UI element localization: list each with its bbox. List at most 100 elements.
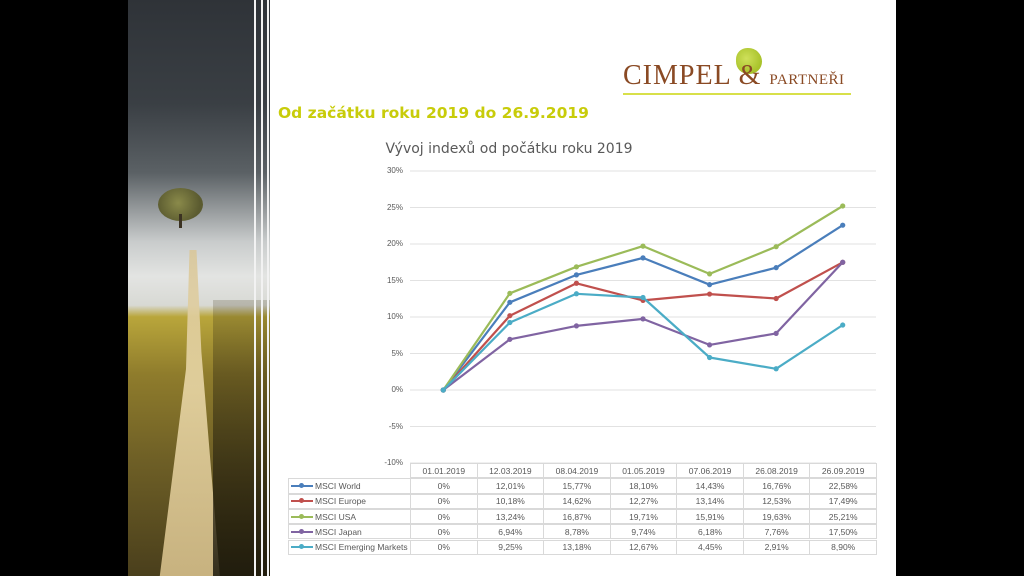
- data-label: 6,18%: [676, 524, 744, 540]
- legend-entry: MSCI Europe: [288, 493, 411, 509]
- landscape-photo: [128, 0, 270, 576]
- x-tick-label: 07.06.2019: [676, 463, 744, 479]
- data-label: 13,14%: [676, 493, 744, 509]
- x-tick-label: 01.01.2019: [410, 463, 478, 479]
- decorative-line: [261, 0, 263, 576]
- decorative-line: [267, 0, 269, 576]
- data-point: [507, 290, 513, 296]
- data-point: [773, 265, 779, 271]
- legend-marker-icon: [291, 482, 313, 490]
- data-label: 0%: [410, 493, 478, 509]
- chart-title: Vývoj indexů od počátku roku 2019: [385, 141, 633, 157]
- legend-marker-icon: [291, 513, 313, 521]
- series-line-msci-japan: [442, 261, 844, 391]
- y-tick-label: 15%: [386, 275, 403, 285]
- data-point: [706, 291, 713, 297]
- data-label: 4,45%: [676, 539, 744, 555]
- decorative-line: [254, 0, 256, 576]
- legend-label: MSCI Japan: [315, 526, 362, 537]
- data-label: 0%: [410, 539, 478, 555]
- y-tick-label: 20%: [386, 239, 403, 248]
- data-point: [840, 259, 846, 265]
- data-label: 9,74%: [609, 524, 678, 540]
- data-label: 19,71%: [609, 508, 678, 525]
- series-line-msci-emerging-markets: [442, 292, 844, 391]
- data-label: 16,76%: [742, 478, 811, 494]
- data-point: [706, 282, 713, 288]
- data-label: 22,58%: [809, 478, 877, 494]
- data-label: 16,87%: [543, 508, 611, 525]
- data-label: 19,63%: [742, 508, 811, 525]
- y-tick-label: 0%: [391, 385, 403, 394]
- x-tick-label: 12.03.2019: [476, 463, 545, 479]
- slide: CIMPEL & PARTNEŘI Od začátku roku 2019 d…: [128, 0, 896, 576]
- data-point: [440, 387, 446, 393]
- data-label: 15,77%: [543, 478, 611, 494]
- data-label: 17,50%: [809, 524, 877, 540]
- slide-headline: Od začátku roku 2019 do 26.9.2019: [278, 104, 589, 122]
- legend-label: MSCI Europe: [315, 496, 367, 507]
- data-point: [640, 255, 646, 261]
- y-tick-label: 25%: [386, 202, 403, 212]
- data-label: 25,21%: [809, 508, 877, 525]
- data-point: [640, 316, 646, 322]
- data-point: [706, 342, 713, 348]
- data-point: [573, 280, 580, 286]
- legend-entry: MSCI Japan: [288, 524, 411, 540]
- x-tick-label: 01.05.2019: [609, 463, 678, 479]
- data-point: [507, 299, 513, 305]
- legend-marker-icon: [291, 543, 313, 551]
- y-tick-label: -10%: [384, 458, 403, 467]
- data-point: [840, 322, 846, 328]
- tree-trunk: [179, 214, 182, 228]
- data-label: 12,53%: [742, 493, 811, 509]
- logo-text: CIMPEL & PARTNEŘI: [623, 60, 844, 92]
- data-point: [507, 313, 513, 319]
- data-point: [706, 271, 713, 277]
- legend-label: MSCI Emerging Markets: [315, 542, 408, 553]
- data-point: [640, 294, 646, 301]
- legend-marker-icon: [291, 528, 313, 536]
- data-label: 2,91%: [742, 539, 811, 555]
- data-point: [840, 222, 846, 228]
- y-tick-label: -5%: [388, 421, 403, 431]
- data-point: [773, 244, 779, 250]
- data-point: [773, 295, 779, 302]
- data-label: 9,25%: [476, 539, 545, 555]
- data-point: [773, 330, 779, 336]
- grass-shadow: [213, 300, 270, 576]
- data-point: [840, 203, 846, 209]
- y-tick-label: 5%: [391, 348, 403, 358]
- legend-entry: MSCI World: [288, 478, 411, 494]
- data-label: 8,90%: [809, 539, 877, 555]
- data-label: 8,78%: [543, 524, 611, 540]
- legend-entry: MSCI Emerging Markets: [288, 539, 411, 555]
- data-point: [507, 319, 513, 326]
- data-point: [640, 243, 646, 249]
- y-tick-label: 30%: [386, 166, 403, 175]
- x-tick-label: 08.04.2019: [543, 463, 611, 479]
- data-point: [507, 336, 513, 342]
- y-tick-label: 10%: [386, 312, 403, 321]
- logo-ampersand: &: [738, 60, 762, 91]
- data-label: 10,18%: [476, 493, 545, 509]
- logo-underline: [623, 93, 851, 95]
- data-point: [573, 291, 580, 297]
- data-label: 13,18%: [543, 539, 611, 555]
- data-label: 12,67%: [609, 539, 678, 555]
- logo-brand-main: CIMPEL: [623, 60, 731, 91]
- logo-brand-secondary: PARTNEŘI: [769, 72, 845, 88]
- data-label: 14,62%: [543, 493, 611, 509]
- data-point: [773, 366, 779, 372]
- legend-entry: MSCI USA: [288, 508, 411, 525]
- data-point: [573, 264, 580, 270]
- data-label: 12,27%: [609, 493, 678, 509]
- legend-label: MSCI USA: [315, 511, 357, 522]
- data-point: [573, 323, 580, 329]
- data-label: 0%: [410, 478, 478, 494]
- data-label: 7,76%: [742, 524, 811, 540]
- data-label: 12,01%: [476, 478, 545, 494]
- legend-marker-icon: [291, 497, 313, 505]
- data-label: 15,91%: [676, 508, 744, 525]
- data-point: [706, 354, 713, 361]
